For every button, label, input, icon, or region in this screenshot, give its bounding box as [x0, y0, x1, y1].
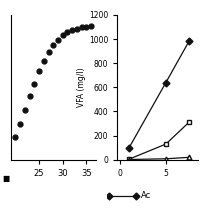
Y-axis label: VFA (mg/l): VFA (mg/l) [77, 68, 86, 107]
Text: Ac: Ac [141, 191, 151, 200]
Text: ■: ■ [3, 174, 10, 183]
